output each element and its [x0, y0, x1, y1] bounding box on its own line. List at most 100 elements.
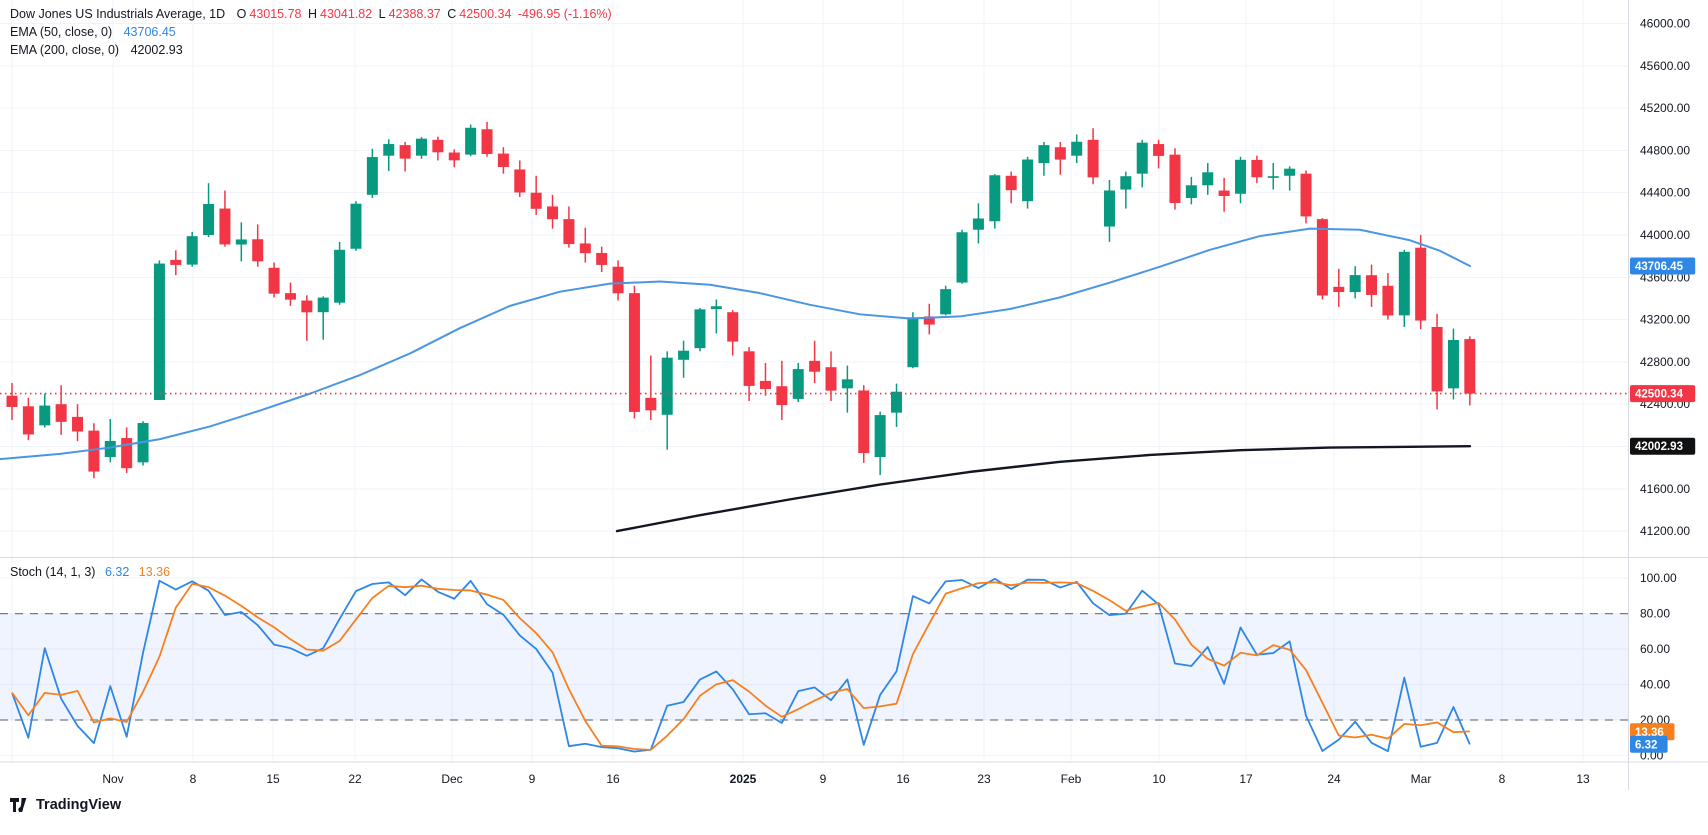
symbol-legend-row[interactable]: Dow Jones US Industrials Average, 1D O 43…	[10, 5, 615, 23]
pane-separators[interactable]	[0, 0, 1708, 790]
candle-body	[1071, 141, 1083, 156]
price-tick-label: 41200.00	[1640, 524, 1690, 538]
price-tick-label: 44800.00	[1640, 143, 1690, 157]
time-tick-label: 8	[190, 772, 197, 786]
candle-body	[841, 379, 853, 389]
candle-body	[383, 144, 395, 156]
candle-body	[1382, 285, 1394, 316]
stoch-tick-label: 80.00	[1640, 607, 1670, 621]
candle-body	[972, 218, 984, 230]
candle-body	[1251, 159, 1263, 178]
candle-body	[252, 239, 264, 262]
candle-body	[661, 357, 673, 415]
candle-body	[1022, 159, 1034, 202]
stoch-tick-label: 100.00	[1640, 571, 1677, 585]
ema200-value: 42002.93	[130, 43, 183, 57]
ema200-line[interactable]	[615, 444, 1472, 533]
time-tick-label: 15	[266, 772, 280, 786]
time-tick-label: Mar	[1411, 772, 1432, 786]
candle-body	[514, 169, 526, 193]
axis-badge	[1630, 257, 1696, 275]
candle-body	[416, 138, 427, 156]
candle-body	[1005, 175, 1017, 191]
time-tick-label: 16	[896, 772, 910, 786]
candle-body	[825, 367, 837, 391]
high-value: 43041.82	[320, 7, 373, 21]
candle-body	[350, 203, 362, 249]
open-label: O	[236, 7, 247, 21]
candle-body	[268, 267, 280, 294]
candles[interactable]	[6, 121, 1476, 479]
candle-body	[1300, 173, 1312, 217]
stoch-d-value: 13.36	[138, 565, 171, 579]
time-tick-label: 9	[529, 772, 536, 786]
price-tick-label: 42800.00	[1640, 355, 1690, 369]
time-axis[interactable]: Nov 8 15 22 Dec 9 16 2025 9 16 23 Feb 10 17 24 Mar 8 13	[102, 772, 1590, 786]
candle-body	[891, 391, 903, 413]
candle-body	[792, 369, 804, 399]
stoch-k-value: 6.32	[104, 565, 130, 579]
candle-body	[399, 145, 411, 159]
candle-body	[1464, 339, 1476, 394]
candle-body	[235, 239, 247, 245]
time-tick-label: Feb	[1061, 772, 1082, 786]
candle-body	[432, 139, 444, 153]
candle-body	[1054, 147, 1066, 160]
candle-body	[203, 204, 215, 235]
candle-body	[1235, 159, 1246, 194]
candle-body	[907, 317, 919, 368]
axis-badge-value: 42500.34	[1635, 389, 1684, 401]
time-tick-label: 9	[820, 772, 827, 786]
chart-canvas[interactable]: 46000.00 45600.00 45200.00 44800.00 44400.00…	[0, 0, 1708, 790]
time-tick-label: 24	[1327, 772, 1341, 786]
candle-body	[596, 252, 608, 265]
axis-badge-value: 6.32	[1635, 739, 1657, 751]
candle-body	[563, 219, 575, 245]
candle-body	[153, 263, 165, 400]
ema200-label: EMA (200, close, 0)	[10, 43, 120, 57]
tradingview-logo[interactable]: TradingView	[10, 797, 121, 813]
stoch-band	[0, 613, 1628, 721]
candle-body	[104, 441, 116, 458]
candle-body	[186, 236, 198, 265]
ema50-line[interactable]	[0, 227, 1471, 461]
symbol-title: Dow Jones US Industrials Average, 1D	[10, 7, 226, 21]
candle-body	[694, 309, 706, 349]
candle-body	[956, 232, 968, 283]
candle-body	[710, 306, 722, 310]
candle-body	[1366, 275, 1378, 295]
stoch-legend-row[interactable]: Stoch (14, 1, 3) 6.32 13.36	[10, 565, 176, 579]
candle-body	[317, 297, 329, 313]
close-label: C	[447, 7, 457, 21]
candle-body	[1169, 154, 1181, 203]
candle-body	[612, 266, 624, 294]
time-tick-label: 13	[1576, 772, 1590, 786]
stoch-label: Stoch (14, 1, 3)	[10, 565, 96, 579]
time-tick-label: 17	[1239, 772, 1253, 786]
candle-body	[219, 208, 231, 245]
candle-body	[1349, 275, 1361, 293]
stoch-k-line[interactable]	[11, 577, 1471, 753]
stoch-d-line[interactable]	[11, 581, 1470, 751]
high-label: H	[308, 7, 318, 21]
candle-body	[1038, 145, 1050, 164]
candle-body	[1267, 176, 1279, 178]
candle-body	[366, 157, 378, 195]
candle-body	[923, 316, 935, 325]
candle-body	[481, 129, 493, 154]
candle-body	[874, 415, 886, 458]
candle-body	[1153, 144, 1165, 156]
candle-body	[1120, 176, 1132, 190]
ema200-legend-row[interactable]: EMA (200, close, 0) 42002.93	[10, 41, 615, 59]
candle-body	[1218, 190, 1230, 196]
time-tick-label: 22	[348, 772, 362, 786]
low-value: 42388.37	[388, 7, 441, 21]
main-legend: Dow Jones US Industrials Average, 1D O 43…	[10, 5, 615, 59]
candle-body	[284, 293, 296, 300]
price-tick-label: 43200.00	[1640, 313, 1690, 327]
ema50-legend-row[interactable]: EMA (50, close, 0) 43706.45	[10, 23, 615, 41]
price-tick-label: 45600.00	[1640, 59, 1690, 73]
candle-body	[6, 395, 18, 407]
